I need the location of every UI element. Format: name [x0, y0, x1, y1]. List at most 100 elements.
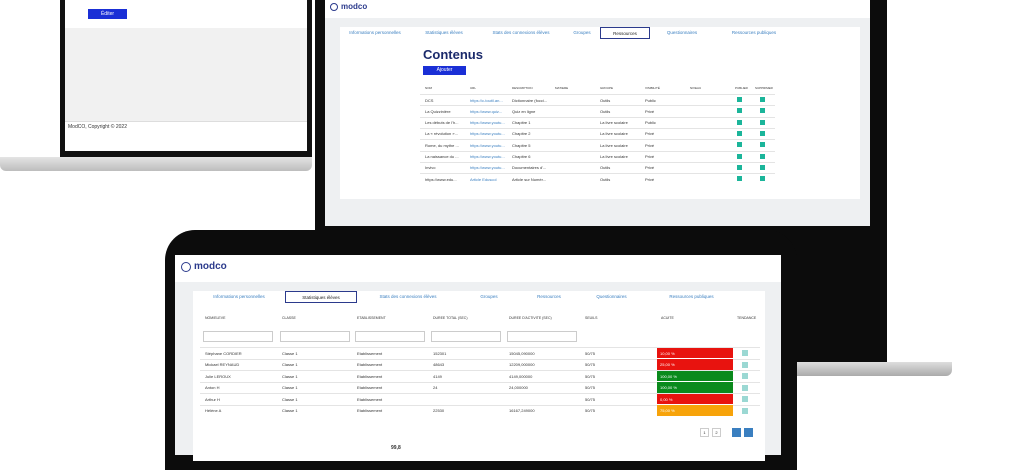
page-nav[interactable] — [744, 428, 753, 437]
cell: Chapitre 1 — [512, 120, 531, 126]
tab[interactable]: Informations personnelles — [349, 30, 401, 35]
checkbox[interactable] — [737, 130, 742, 136]
cell: Outils — [600, 176, 611, 182]
cell: Privé — [645, 154, 655, 159]
cell: Privé — [645, 108, 655, 114]
filter-input[interactable] — [355, 331, 425, 342]
cell: Classe 1 — [282, 350, 298, 356]
tab[interactable]: Ressources publiques — [731, 30, 777, 35]
checkbox[interactable] — [742, 384, 748, 391]
filter-input[interactable] — [203, 331, 273, 342]
tab[interactable]: Questionnaires — [596, 294, 627, 299]
row — [200, 404, 760, 417]
cell: Outils — [600, 165, 611, 171]
tab[interactable]: Ressources — [537, 294, 561, 299]
checkbox[interactable] — [760, 176, 765, 182]
cell: Public — [645, 97, 656, 103]
page-link[interactable]: 2 — [712, 428, 721, 437]
cell: 24,000000 — [509, 385, 528, 390]
cell: 50/75 — [585, 362, 596, 367]
row — [200, 370, 760, 382]
tab[interactable]: Statistiques élèves — [285, 291, 357, 303]
page-nav[interactable] — [732, 428, 741, 437]
page: Éditer ModCO, Copyright © 2022 modco Info… — [0, 0, 952, 470]
checkbox[interactable] — [760, 97, 765, 102]
row — [420, 173, 775, 184]
page-link[interactable]: 1 — [700, 428, 709, 437]
cell: La livre scolaire — [600, 142, 628, 148]
filter-input[interactable] — [507, 331, 577, 342]
checkbox[interactable] — [742, 361, 748, 368]
checkbox[interactable] — [760, 153, 765, 159]
tab[interactable]: Groupes — [480, 294, 498, 299]
cell: Public — [645, 120, 656, 126]
checkbox[interactable] — [737, 119, 742, 125]
checkbox[interactable] — [760, 108, 765, 114]
cell: Privé — [645, 165, 655, 171]
tab[interactable]: Questionnaires — [666, 30, 698, 35]
footer-bar — [65, 121, 307, 151]
cell: Etablissement — [357, 362, 383, 367]
checkbox[interactable] — [737, 176, 742, 182]
cell: https://www.youtu... — [470, 154, 505, 159]
cell: Chapitre 6 — [512, 154, 531, 159]
checkbox[interactable] — [760, 142, 765, 148]
acuity-cell: 100,00 % — [657, 382, 733, 393]
panel — [340, 27, 860, 199]
column-header: DUREE D'ACTIVITE (SEC) — [509, 316, 552, 320]
checkbox[interactable] — [742, 407, 748, 414]
checkbox[interactable] — [760, 130, 765, 136]
cell: Arthur H — [205, 396, 220, 402]
cell: Rome, du mythe ... — [425, 142, 459, 148]
cell: La livre scolaire — [600, 120, 628, 126]
checkbox[interactable] — [737, 153, 742, 159]
checkbox[interactable] — [737, 164, 742, 170]
edit-button[interactable]: Éditer — [88, 9, 127, 19]
filter-input[interactable] — [431, 331, 501, 342]
cell: 50/75 — [585, 385, 596, 390]
column-header: URL — [470, 86, 477, 90]
add-button[interactable]: Ajouter — [423, 66, 466, 75]
tab[interactable]: Statistiques élèves — [425, 30, 463, 35]
cell: Privé — [645, 131, 655, 137]
tab[interactable]: Stats des connexions élèves — [379, 294, 437, 299]
cell: Etablissement — [357, 373, 383, 379]
cell: Etablissement — [357, 396, 383, 402]
column-header: CLASSE — [282, 316, 296, 320]
acuity-cell: 75,00 % — [657, 405, 733, 416]
checkbox[interactable] — [737, 97, 742, 102]
tab[interactable]: Groupes — [573, 30, 591, 35]
tab[interactable]: Ressources — [600, 27, 650, 39]
title: Contenus — [423, 47, 483, 62]
checkbox[interactable] — [760, 164, 765, 170]
tab[interactable]: Stats des connexions élèves — [492, 30, 550, 35]
cell: Stéphane CORDIER — [205, 350, 242, 356]
row — [420, 94, 775, 105]
tab[interactable]: Ressources publiques — [669, 294, 714, 299]
cell: 48643 — [433, 362, 445, 367]
footer-value: 99,8 — [391, 445, 401, 451]
header — [175, 255, 781, 282]
column-header: SEUILS — [585, 316, 598, 320]
logo: modco — [341, 2, 368, 11]
checkbox[interactable] — [742, 350, 748, 356]
cell: La « révolution »... — [425, 131, 458, 137]
tab[interactable]: Informations personnelles — [213, 294, 265, 299]
cell: Privé — [645, 176, 655, 182]
cell: 50/75 — [585, 373, 596, 379]
checkbox[interactable] — [742, 373, 748, 379]
checkbox[interactable] — [742, 396, 748, 402]
cell: Anton H — [205, 385, 220, 390]
checkbox[interactable] — [737, 142, 742, 148]
cell: Classe 1 — [282, 362, 298, 367]
column-header: DESCRIPTION — [512, 86, 533, 90]
cell: 4149 — [433, 373, 442, 379]
checkbox[interactable] — [760, 119, 765, 125]
checkbox[interactable] — [737, 108, 742, 114]
cell: Classe 1 — [282, 373, 298, 379]
logo: modco — [194, 261, 227, 272]
filter-input[interactable] — [280, 331, 350, 342]
cell: Quiz en ligne — [512, 108, 536, 114]
cell: https://www.youtu... — [470, 131, 505, 137]
column-header: ETABLISSEMENT — [357, 316, 386, 320]
